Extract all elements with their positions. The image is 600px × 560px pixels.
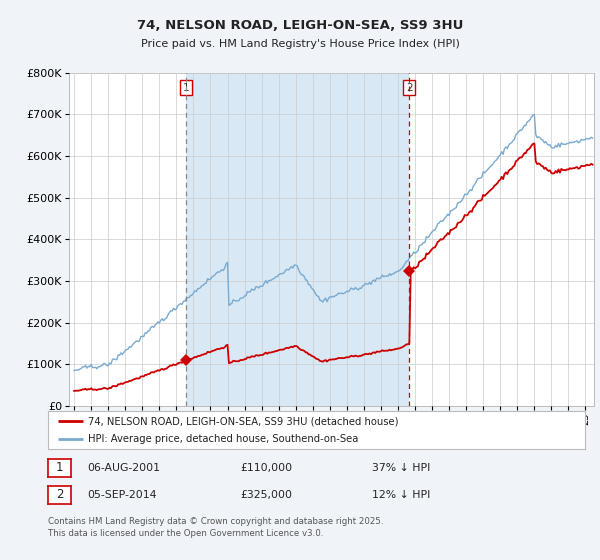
Text: 06-AUG-2001: 06-AUG-2001 [87, 463, 160, 473]
Text: 74, NELSON ROAD, LEIGH-ON-SEA, SS9 3HU (detached house): 74, NELSON ROAD, LEIGH-ON-SEA, SS9 3HU (… [88, 416, 399, 426]
Text: 1: 1 [183, 83, 190, 93]
Text: 05-SEP-2014: 05-SEP-2014 [87, 490, 157, 500]
Text: 2: 2 [406, 83, 413, 93]
Text: 2: 2 [56, 488, 63, 501]
Text: £325,000: £325,000 [240, 490, 292, 500]
Text: 1: 1 [56, 461, 63, 474]
Text: 74, NELSON ROAD, LEIGH-ON-SEA, SS9 3HU: 74, NELSON ROAD, LEIGH-ON-SEA, SS9 3HU [137, 18, 463, 32]
Text: Contains HM Land Registry data © Crown copyright and database right 2025.
This d: Contains HM Land Registry data © Crown c… [48, 517, 383, 538]
Text: Price paid vs. HM Land Registry's House Price Index (HPI): Price paid vs. HM Land Registry's House … [140, 39, 460, 49]
Text: £110,000: £110,000 [240, 463, 292, 473]
Text: 12% ↓ HPI: 12% ↓ HPI [372, 490, 430, 500]
Bar [186, 73, 409, 406]
Text: 37% ↓ HPI: 37% ↓ HPI [372, 463, 430, 473]
Text: HPI: Average price, detached house, Southend-on-Sea: HPI: Average price, detached house, Sout… [88, 434, 359, 444]
